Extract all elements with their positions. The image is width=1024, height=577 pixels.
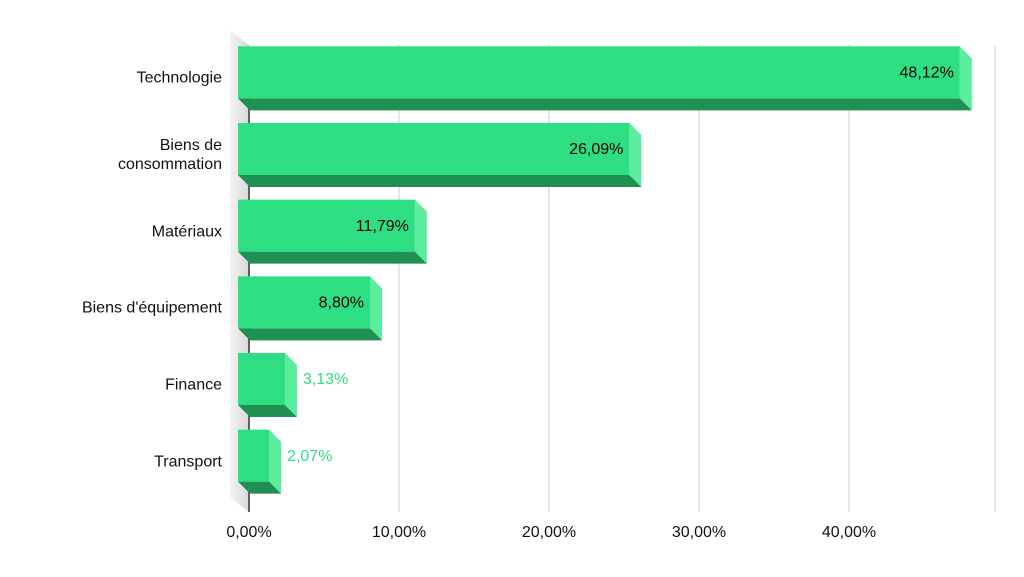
bar-side (370, 276, 382, 341)
bar-side (284, 353, 297, 417)
value-label: 11,79% (356, 218, 409, 235)
value-label: 3,13% (303, 371, 348, 388)
value-label: 8,80% (319, 295, 364, 312)
bar-side (269, 429, 282, 494)
bar-bottom (238, 481, 282, 494)
bar (238, 429, 282, 494)
category-label: Biens d'équipement (81, 299, 222, 317)
value-label: 2,07% (287, 448, 332, 465)
x-tick-label: 20,00% (522, 524, 576, 541)
bar (238, 123, 642, 187)
bar-front (238, 353, 285, 405)
bar (238, 199, 427, 264)
category-label: Transport (154, 453, 222, 471)
bar-bottom (238, 175, 642, 187)
x-tick-label: 10,00% (372, 524, 426, 541)
category-label: Matériaux (151, 223, 222, 241)
category-label: Technologie (136, 69, 222, 87)
bar (238, 276, 382, 341)
bar-side (414, 199, 427, 264)
bar-bottom (238, 328, 382, 341)
x-tick-label: 30,00% (672, 524, 726, 541)
bar (238, 353, 297, 417)
bar-front (238, 429, 270, 482)
bar (238, 46, 972, 111)
category-label: Finance (165, 376, 222, 394)
x-tick-label: 40,00% (822, 524, 876, 541)
bar-side (959, 46, 972, 111)
value-label: 26,09% (569, 141, 623, 158)
bar-front (238, 199, 415, 252)
bar-bottom (238, 98, 972, 111)
value-label: 48,12% (900, 65, 954, 82)
bar-front (238, 276, 370, 329)
category-label: Biens de consommation (117, 137, 222, 173)
bar-front (238, 46, 960, 99)
bar-front (238, 123, 630, 175)
bar-bottom (238, 251, 427, 264)
x-tick-label: 0,00% (226, 524, 271, 541)
bar-side (629, 123, 642, 187)
bar-bottom (238, 405, 297, 417)
